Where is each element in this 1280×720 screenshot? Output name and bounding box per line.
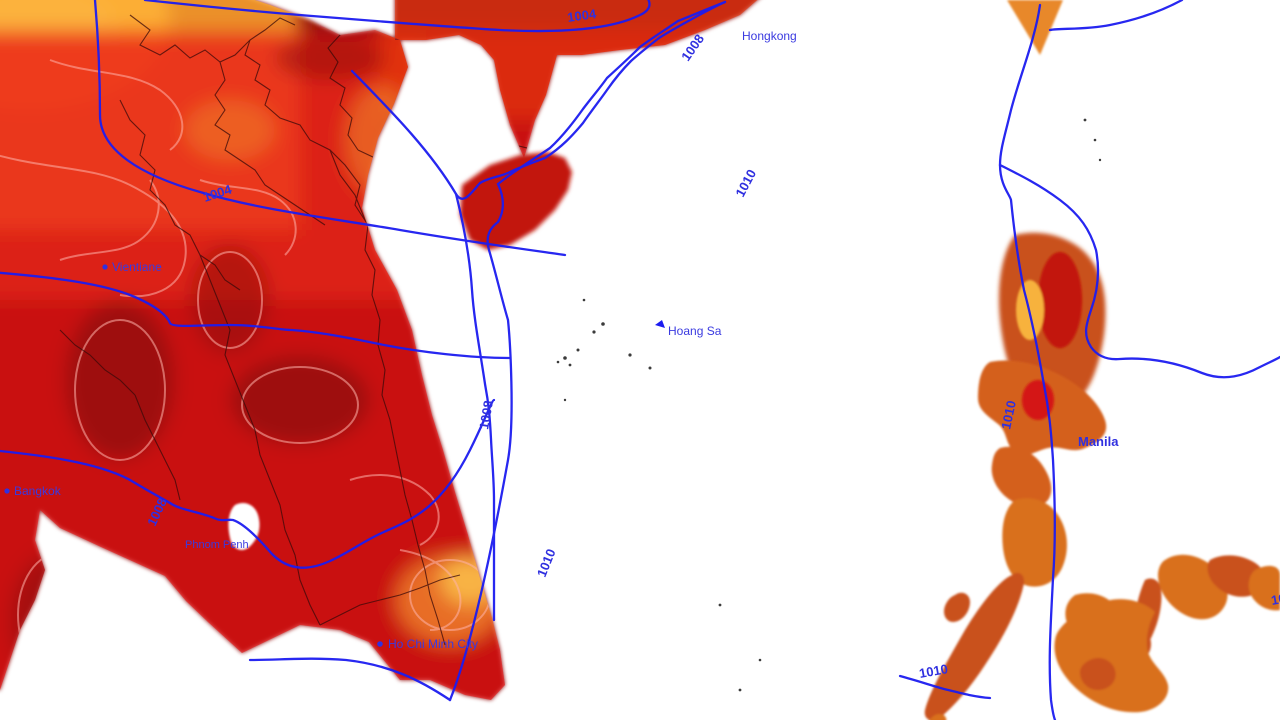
svg-text:Bangkok: Bangkok <box>14 484 62 498</box>
svg-text:Hoang Sa: Hoang Sa <box>668 324 722 338</box>
svg-text:Vientiane: Vientiane <box>112 260 162 274</box>
svg-text:Hongkong: Hongkong <box>742 29 797 43</box>
svg-text:Phnom Penh: Phnom Penh <box>185 539 249 551</box>
svg-text:Manila: Manila <box>1078 434 1119 449</box>
svg-text:Ho Chi Minh City: Ho Chi Minh City <box>388 637 478 651</box>
